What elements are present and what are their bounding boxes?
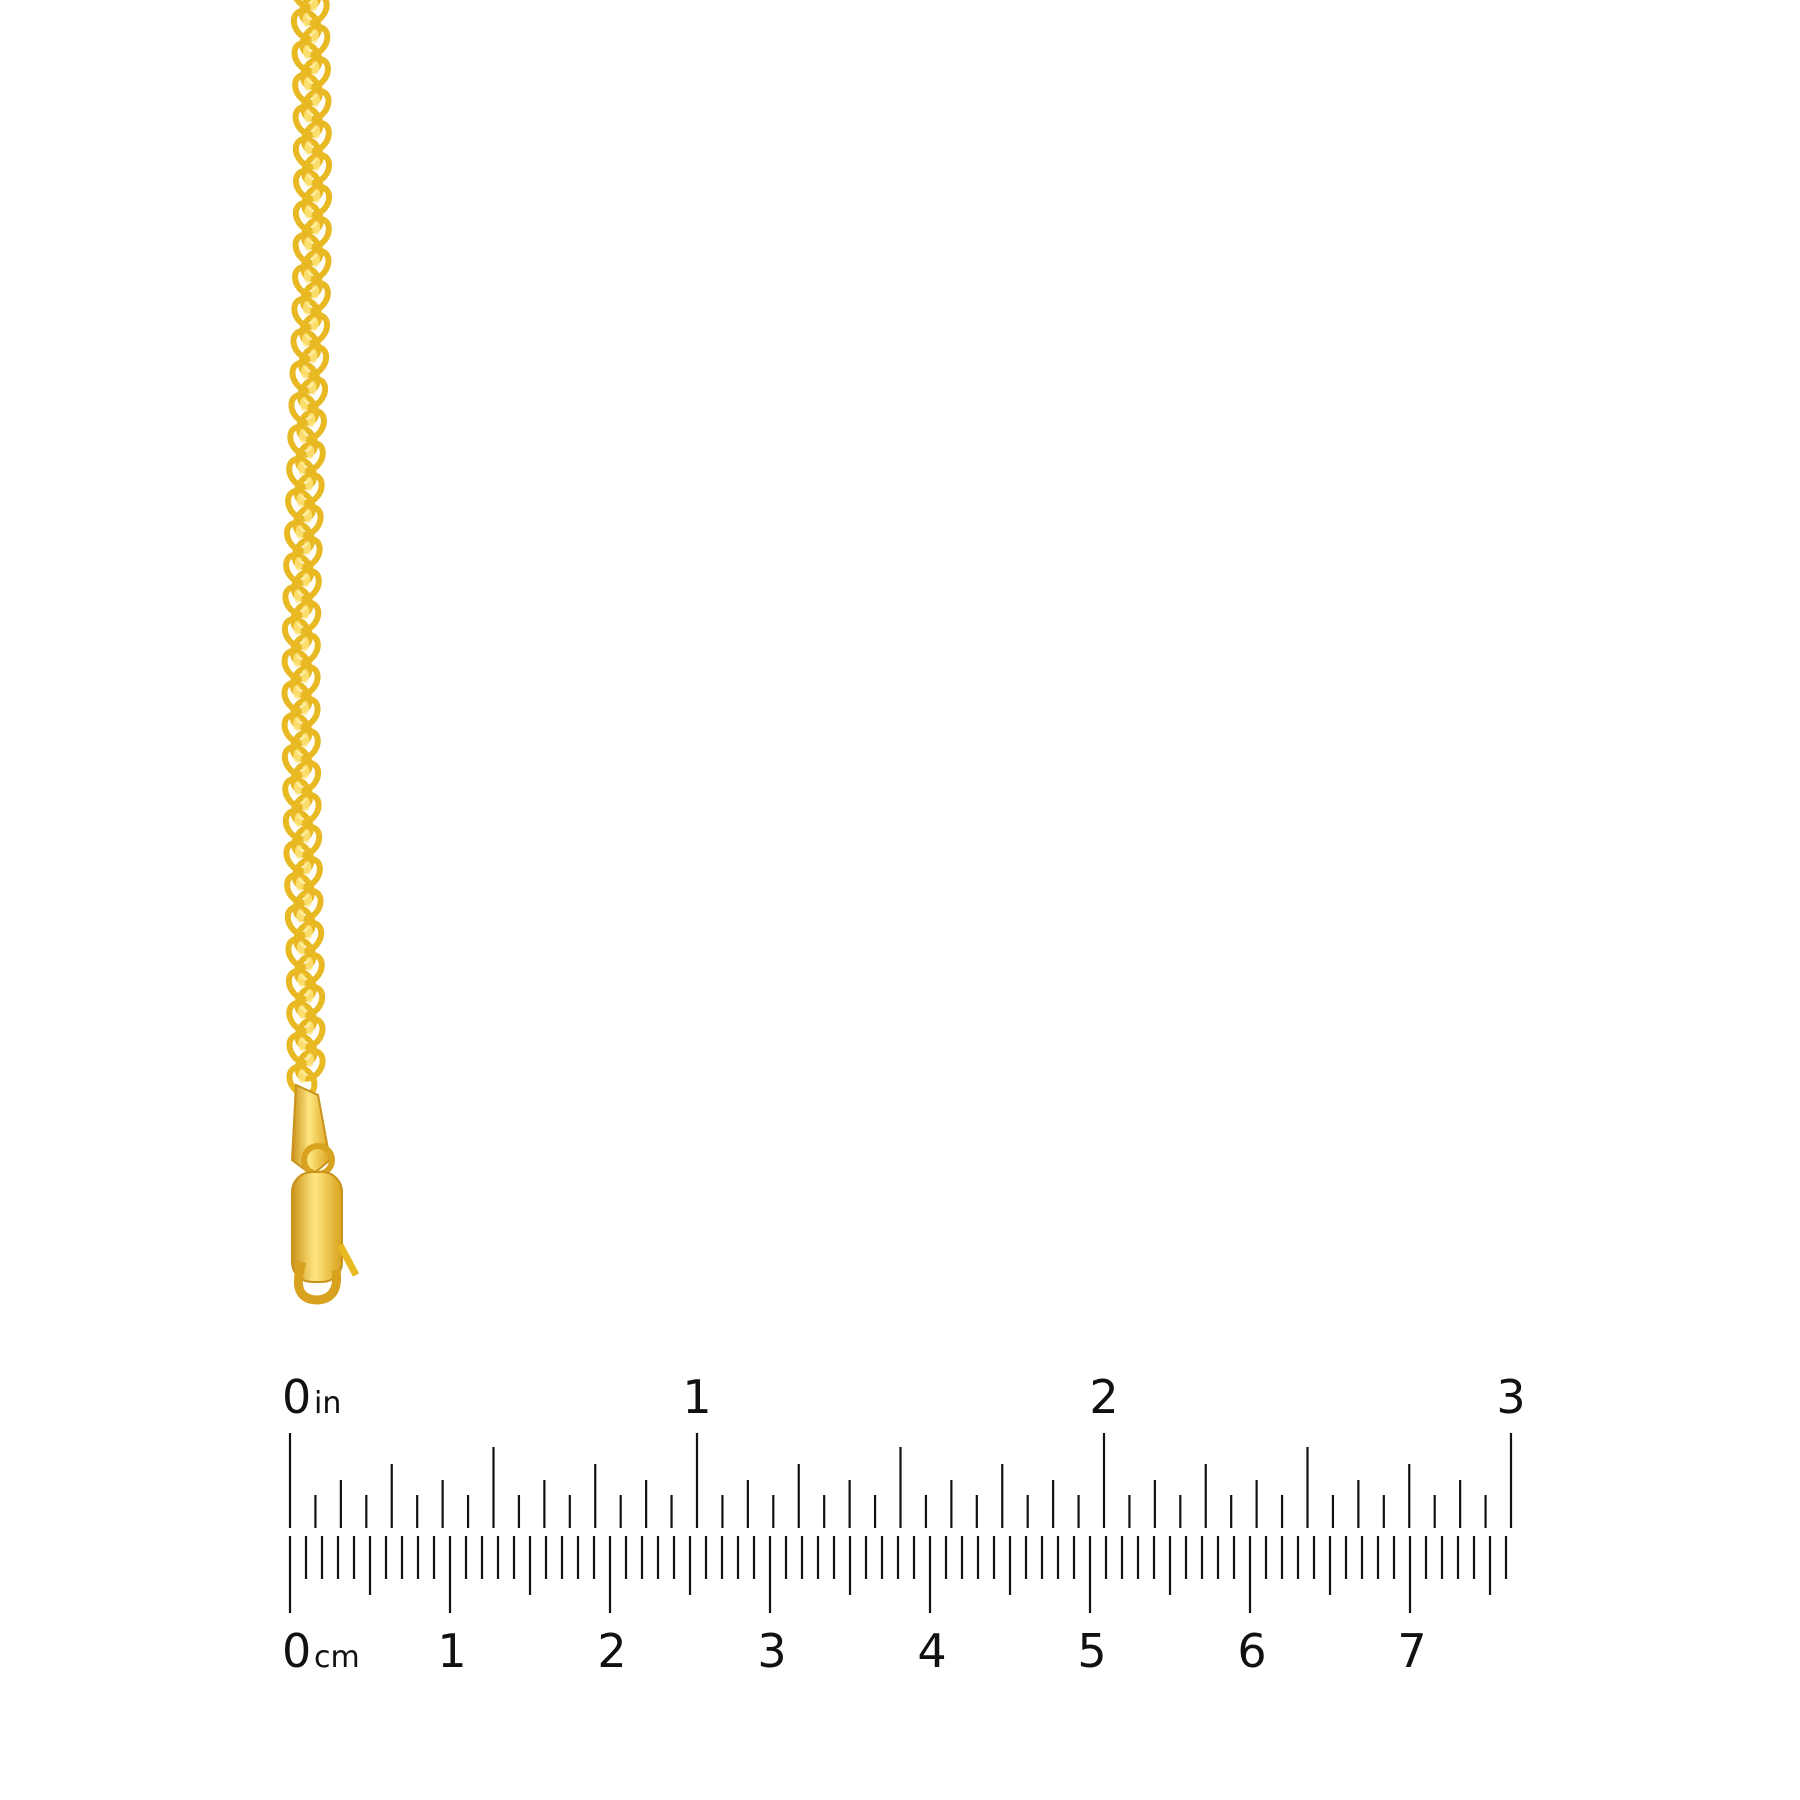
- cm-label: 2: [597, 1624, 626, 1678]
- inch-label: 3: [1496, 1370, 1525, 1424]
- inch-ticks: [288, 1433, 1513, 1528]
- inch-label: 2: [1089, 1370, 1118, 1424]
- cm-label: 4: [917, 1624, 946, 1678]
- measurement-ruler: 0 in 1 2 3 0 cm 1 2 3 4 5 6 7: [282, 1370, 1526, 1678]
- cm-ticks: [288, 1536, 1508, 1613]
- cm-labels: 0 cm 1 2 3 4 5 6 7: [282, 1624, 1427, 1678]
- cm-label: 5: [1077, 1624, 1106, 1678]
- cm-label: 3: [757, 1624, 786, 1678]
- cm-label: 0: [282, 1624, 311, 1678]
- cm-label: 1: [437, 1624, 466, 1678]
- cm-unit-label: cm: [314, 1640, 360, 1675]
- inch-label: 1: [682, 1370, 711, 1424]
- inch-labels: 0 in 1 2 3: [282, 1370, 1526, 1424]
- rope-chain: [281, 0, 333, 1098]
- inch-label: 0: [282, 1370, 311, 1424]
- inch-unit-label: in: [314, 1386, 341, 1421]
- cm-label: 7: [1397, 1624, 1426, 1678]
- cm-label: 6: [1237, 1624, 1266, 1678]
- lobster-clasp: [290, 1083, 360, 1305]
